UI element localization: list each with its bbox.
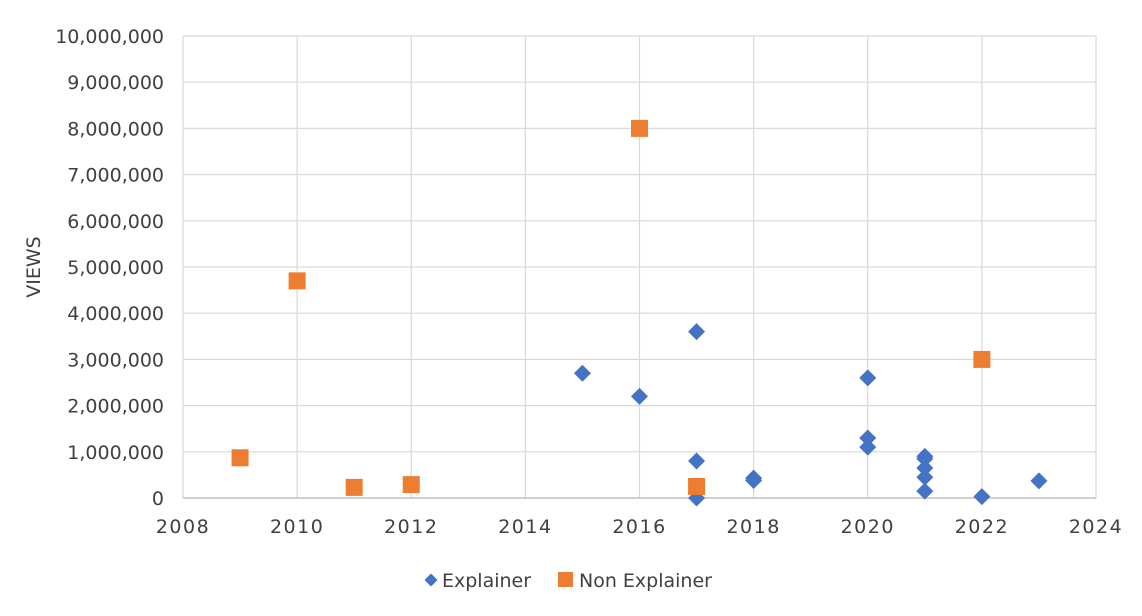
x-tick-label: 2018 (726, 516, 780, 538)
x-tick-label: 2022 (955, 516, 1009, 538)
y-tick-label: 0 (152, 488, 164, 510)
x-tick-label: 2012 (384, 516, 438, 538)
explainer-point (859, 369, 877, 387)
non-explainer-point (402, 476, 420, 494)
y-tick-label: 2,000,000 (67, 396, 164, 418)
x-tick-label: 2010 (270, 516, 324, 538)
y-tick-label: 3,000,000 (67, 349, 164, 371)
x-tick-label: 2014 (498, 516, 552, 538)
y-tick-label: 9,000,000 (67, 72, 164, 94)
explainer-point (745, 471, 763, 489)
y-tick-label: 1,000,000 (67, 442, 164, 464)
y-tick-label: 10,000,000 (55, 26, 164, 48)
y-tick-label: 7,000,000 (67, 165, 164, 187)
explainer-point (1030, 472, 1048, 490)
explainer-point (916, 450, 934, 468)
data-points (231, 119, 1048, 507)
y-tick-label: 4,000,000 (67, 303, 164, 325)
legend-marker-non-explainer (558, 572, 573, 587)
non-explainer-point (631, 119, 648, 137)
non-explainer-point (688, 477, 706, 495)
explainer-point (916, 459, 934, 477)
legend-label-explainer: Explainer (442, 570, 531, 592)
explainer-point (688, 323, 706, 341)
explainer-point (859, 438, 877, 456)
explainer-point (973, 488, 991, 506)
legend: Explainer Non Explainer (424, 570, 712, 592)
non-explainer-point (231, 449, 249, 467)
legend-label-non-explainer: Non Explainer (579, 570, 712, 592)
non-explainer-point (345, 478, 363, 496)
explainer-point (688, 452, 706, 470)
tick-labels: 0 1,000,000 2,000,000 3,000,000 4,000,000 5,0… (55, 26, 1123, 538)
explainer-point (631, 387, 648, 405)
explainer-point (573, 364, 591, 382)
x-tick-label: 2024 (1069, 516, 1123, 538)
explainer-point (916, 468, 934, 486)
y-axis-title: VIEWS (23, 236, 45, 297)
non-explainer-point (973, 350, 991, 368)
x-tick-label: 2020 (841, 516, 895, 538)
explainer-point (916, 482, 934, 500)
x-tick-label: 2008 (156, 516, 210, 538)
y-tick-label: 5,000,000 (67, 257, 164, 279)
legend-marker-explainer (424, 573, 438, 587)
x-tick-label: 2016 (612, 516, 666, 538)
y-tick-label: 6,000,000 (67, 211, 164, 233)
non-explainer-point (288, 272, 306, 290)
explainer-point (859, 429, 877, 447)
y-tick-label: 8,000,000 (67, 118, 164, 140)
gridlines (182, 35, 1097, 498)
